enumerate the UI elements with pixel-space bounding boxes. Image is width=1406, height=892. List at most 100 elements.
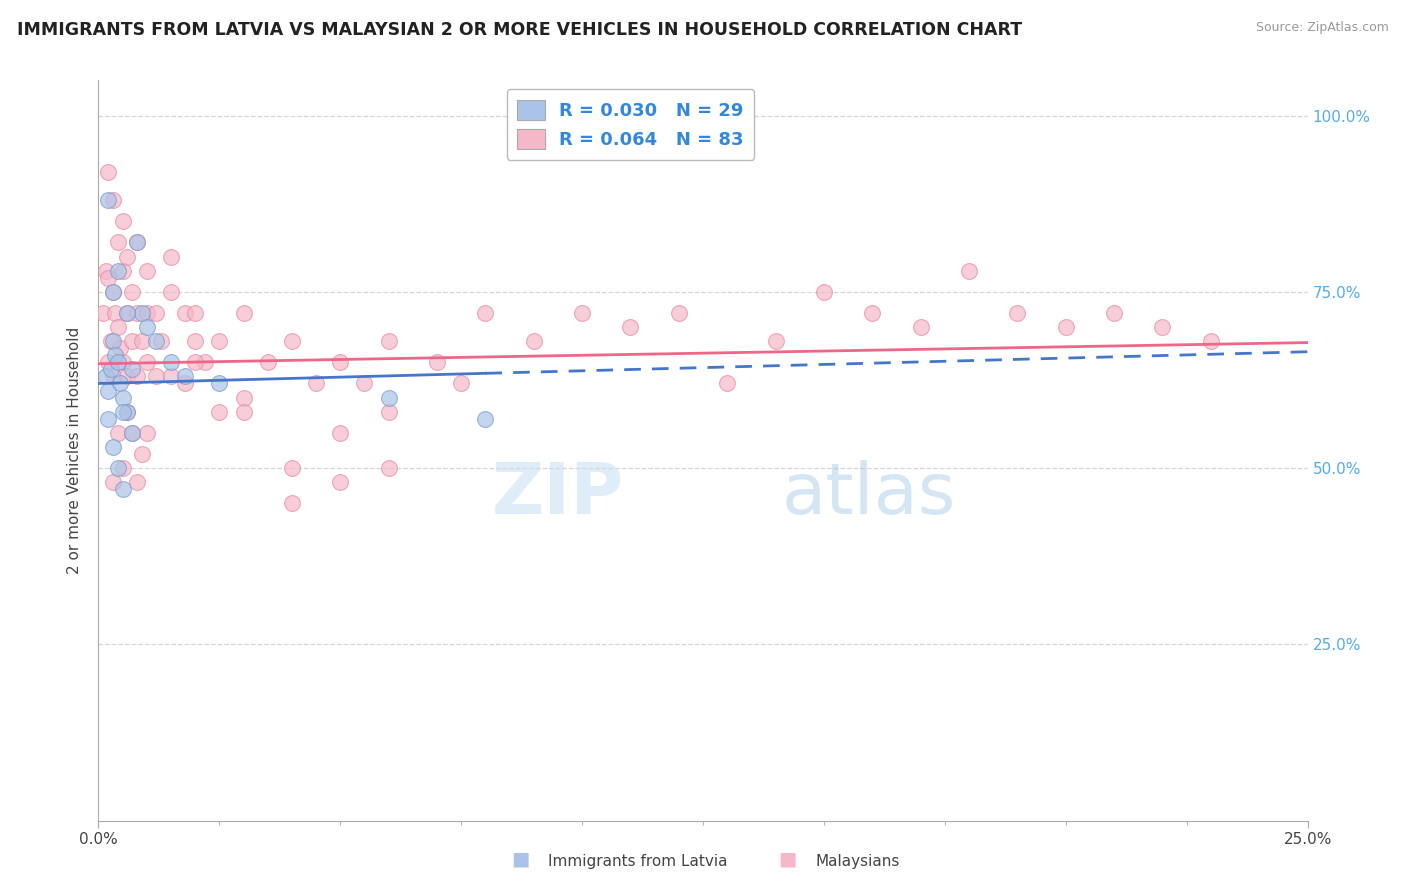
Point [813,285,835,299]
Point [145,334,167,348]
Point [208,376,231,391]
Point [111,461,134,475]
Point [910,320,932,334]
Point [97,411,120,425]
Point [426,355,449,369]
Point [160,285,183,299]
Point [107,355,129,369]
Point [131,447,153,461]
Point [107,425,129,440]
Point [668,306,690,320]
Point [957,263,980,277]
Point [94,369,117,384]
Point [127,235,149,250]
Point [145,306,167,320]
Point [111,263,134,277]
Point [101,193,124,207]
Point [1102,306,1125,320]
Point [135,263,157,277]
Text: Source: ZipAtlas.com: Source: ZipAtlas.com [1256,21,1389,35]
Point [329,475,352,490]
Point [571,306,593,320]
Point [111,391,134,405]
Point [117,306,139,320]
Y-axis label: 2 or more Vehicles in Household: 2 or more Vehicles in Household [67,326,83,574]
Point [160,250,183,264]
Point [117,369,139,384]
Text: IMMIGRANTS FROM LATVIA VS MALAYSIAN 2 OR MORE VEHICLES IN HOUSEHOLD CORRELATION : IMMIGRANTS FROM LATVIA VS MALAYSIAN 2 OR… [17,21,1022,39]
Point [104,306,127,320]
Point [765,334,787,348]
Text: Immigrants from Latvia: Immigrants from Latvia [548,854,728,869]
Point [127,475,149,490]
Point [111,482,134,496]
Point [127,369,149,384]
Point [101,369,124,384]
Point [194,355,217,369]
Point [377,405,399,419]
Point [174,369,197,384]
Point [450,376,472,391]
Point [174,376,197,391]
Point [97,355,120,369]
Point [117,405,139,419]
Legend: R = 0.030   N = 29, R = 0.064   N = 83: R = 0.030 N = 29, R = 0.064 N = 83 [506,89,754,160]
Point [107,320,129,334]
Text: ZIP: ZIP [492,460,624,529]
Point [111,405,134,419]
Point [127,235,149,250]
Point [97,384,120,398]
Point [131,306,153,320]
Point [305,376,328,391]
Point [111,355,134,369]
Point [101,334,124,348]
Point [281,334,304,348]
Point [135,425,157,440]
Point [117,306,139,320]
Point [131,334,153,348]
Point [256,355,278,369]
Point [135,320,157,334]
Point [108,376,131,391]
Text: Malaysians: Malaysians [815,854,900,869]
Point [232,405,254,419]
Point [101,285,124,299]
Point [101,285,124,299]
Point [281,461,304,475]
Point [94,263,117,277]
Point [377,391,399,405]
Point [184,334,207,348]
Point [145,369,167,384]
Point [97,193,120,207]
Point [104,348,127,362]
Point [619,320,641,334]
Point [121,425,143,440]
Point [208,405,231,419]
Point [860,306,883,320]
Point [97,165,120,179]
Point [121,362,143,376]
Point [150,334,173,348]
Point [1152,320,1174,334]
Point [97,270,120,285]
Point [232,306,254,320]
Point [1007,306,1029,320]
Point [135,355,157,369]
Point [135,306,157,320]
Point [208,334,231,348]
Point [100,334,122,348]
Text: atlas: atlas [782,460,956,529]
Point [117,405,139,419]
Point [329,425,352,440]
Point [100,362,122,376]
Point [111,214,134,228]
Point [232,391,254,405]
Point [474,306,496,320]
Point [160,369,183,384]
Point [329,355,352,369]
Point [184,306,207,320]
Point [91,306,114,320]
Point [174,306,197,320]
Point [101,440,124,454]
Point [107,461,129,475]
